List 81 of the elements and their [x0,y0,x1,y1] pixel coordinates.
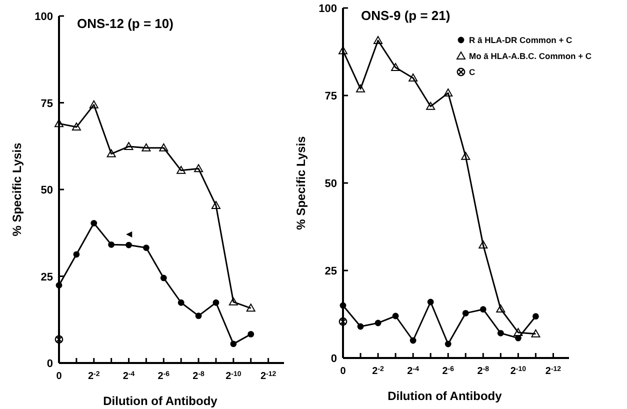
point [89,100,98,108]
point [532,313,539,320]
legend-label: Mo ā HLA-A.B.C. Common + C [469,51,592,61]
y-tick-label: 75 [324,90,337,102]
point [54,119,64,128]
point [72,122,81,131]
y-axis-title: % Specific Lysis [10,142,24,236]
x-axis-title: Dilution of Antibody [103,394,218,408]
y-tick-label: 100 [318,3,337,15]
y-tick-label: 0 [330,353,337,365]
legend-label: R ā HLA-DR Common + C [469,35,572,45]
point [374,36,383,44]
point [211,200,220,209]
x-tick-label: 2$^{-4}$ [407,366,420,377]
x-tick-label: 0 [340,366,346,377]
x-tick-label: 0 [56,371,62,382]
x-tick-label: 2$^{-8}$ [477,366,490,377]
point [531,329,540,338]
point [461,152,470,160]
point [159,143,168,152]
point [426,102,436,110]
y-tick-label: 25 [324,266,337,278]
point [73,251,80,258]
point [176,166,186,174]
x-tick-label: 2$^{-12}$ [545,366,562,377]
point [108,241,115,248]
point [143,244,150,251]
point [54,335,64,344]
point [444,340,452,348]
x-axis-title: Dilution of Antibody [388,389,502,403]
y-tick-label: 25 [40,271,53,284]
point [338,317,348,326]
x-tick-label: 2$^{-8}$ [192,370,205,382]
point [496,304,506,312]
x-tick-label: 2$^{-2}$ [372,366,384,377]
x-tick-label: 2$^{-12}$ [260,370,276,382]
point [497,330,504,336]
point [124,142,134,150]
point [178,299,184,306]
point [212,299,220,306]
point [391,63,400,71]
point [195,312,202,320]
point [392,312,399,320]
point [194,164,204,172]
point [248,331,254,338]
x-tick-label: 2$^{-4}$ [122,370,135,382]
point [228,297,238,306]
point [478,240,488,248]
annotation: ◀ [126,229,133,238]
point [444,88,453,97]
point [427,298,434,306]
point [56,282,62,288]
point [340,302,346,309]
point [160,274,167,282]
legend-label: C [469,67,476,77]
y-axis-title: % Specific Lysis [294,136,308,230]
y-tick-label: 100 [34,11,53,23]
y-tick-label: 75 [40,98,53,110]
y-tick-label: 50 [40,184,53,196]
point [410,337,416,344]
point [408,74,418,82]
x-tick-label: 2$^{-10}$ [510,366,526,377]
point [90,220,98,226]
point [142,143,151,152]
point [230,340,237,348]
x-tick-label: 2$^{-2}$ [88,370,100,382]
point [480,306,486,313]
point [374,320,382,326]
chart-title: ONS-12 (p = 10) [77,16,174,31]
point [106,149,116,158]
point [514,328,523,336]
point [246,304,256,312]
point [126,242,132,248]
x-tick-label: 2$^{-6}$ [158,370,170,382]
y-tick-label: 50 [324,178,337,190]
point [356,84,366,92]
chart-title: ONS-9 (p = 21) [361,8,450,23]
point [462,310,469,316]
x-tick-label: 2$^{-10}$ [226,370,242,382]
point [357,323,364,330]
x-tick-label: 2$^{-6}$ [442,366,454,377]
